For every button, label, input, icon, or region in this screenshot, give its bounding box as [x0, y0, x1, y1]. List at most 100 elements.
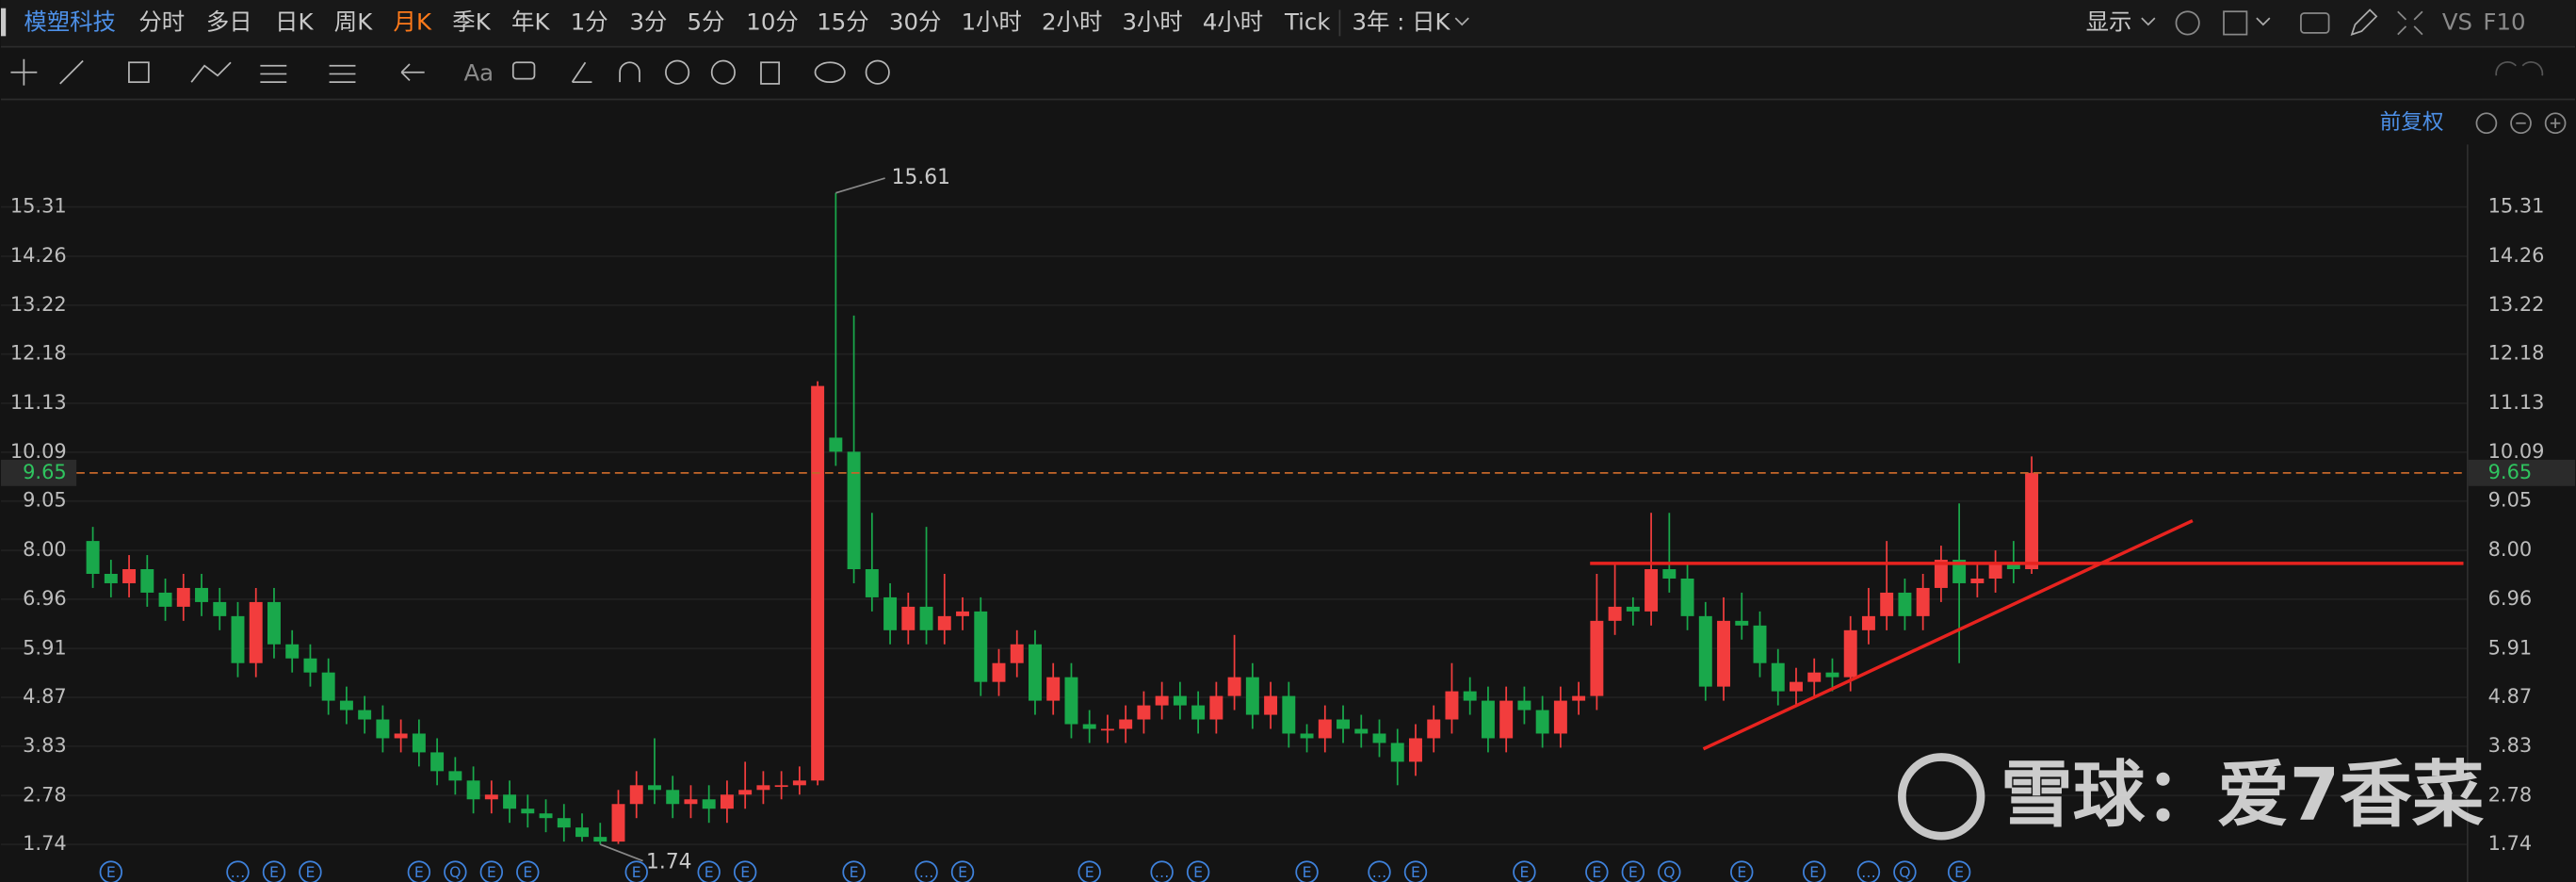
vs-button[interactable]: VS: [2442, 8, 2472, 35]
event-marker[interactable]: [262, 860, 286, 882]
zoom-in[interactable]: [2544, 112, 2567, 135]
period-tab[interactable]: 分时: [138, 8, 185, 35]
event-label[interactable]: Q: [1899, 863, 1910, 881]
event-label[interactable]: E: [106, 863, 116, 881]
event-label[interactable]: E: [1628, 863, 1638, 881]
event-marker[interactable]: [1658, 860, 1681, 882]
event-label[interactable]: E: [1592, 863, 1601, 881]
move-tool[interactable]: [10, 58, 38, 86]
event-marker[interactable]: [697, 860, 721, 882]
event-marker[interactable]: [1150, 860, 1174, 882]
event-marker[interactable]: [479, 860, 504, 882]
stock-name[interactable]: 模塑科技: [24, 8, 116, 35]
period-tab[interactable]: 月K: [394, 8, 432, 35]
event-label[interactable]: E: [850, 863, 859, 881]
event-label[interactable]: E: [1737, 863, 1746, 881]
rect-tool[interactable]: [128, 61, 150, 84]
magnet-tool[interactable]: [619, 61, 640, 83]
note-tool[interactable]: [511, 61, 536, 80]
event-label[interactable]: …: [1861, 863, 1876, 881]
settings-icon[interactable]: [2175, 10, 2200, 36]
period-tab[interactable]: 2小时: [1042, 8, 1102, 35]
event-marker[interactable]: [1730, 860, 1754, 882]
period-tab[interactable]: 季K: [452, 8, 491, 35]
camera-icon[interactable]: [2300, 12, 2330, 34]
period-tab[interactable]: 30分: [889, 8, 941, 35]
range-select[interactable]: 3年 : 日K: [1352, 8, 1450, 35]
period-tab[interactable]: 周K: [334, 8, 373, 35]
layout-icon[interactable]: [2223, 10, 2248, 36]
event-label[interactable]: E: [1303, 863, 1312, 881]
period-tab[interactable]: 日K: [275, 8, 314, 35]
event-label[interactable]: E: [1411, 863, 1420, 881]
fullscreen-icon[interactable]: [2397, 10, 2423, 36]
event-marker[interactable]: [1803, 860, 1826, 882]
event-label[interactable]: E: [958, 863, 967, 881]
period-tab[interactable]: 1小时: [962, 8, 1022, 35]
period-tab[interactable]: 3分: [630, 8, 668, 35]
event-marker[interactable]: [1585, 860, 1609, 882]
event-label[interactable]: E: [487, 863, 496, 881]
period-tab[interactable]: 15分: [817, 8, 868, 35]
event-marker[interactable]: [226, 860, 250, 882]
display-menu[interactable]: 显示: [2086, 8, 2132, 35]
event-marker[interactable]: [1947, 860, 1971, 882]
event-marker[interactable]: [1186, 860, 1210, 882]
line-tool[interactable]: [59, 59, 84, 85]
event-label[interactable]: E: [414, 863, 424, 881]
angle-tool[interactable]: [571, 61, 592, 84]
event-marker[interactable]: [1893, 860, 1917, 882]
event-label[interactable]: E: [523, 863, 532, 881]
event-label[interactable]: E: [1085, 863, 1094, 881]
event-label[interactable]: …: [1372, 863, 1387, 881]
event-label[interactable]: Q: [449, 863, 461, 881]
event-marker[interactable]: [99, 860, 123, 882]
event-marker[interactable]: [842, 860, 866, 882]
event-label[interactable]: E: [740, 863, 750, 881]
channel-tool[interactable]: [260, 64, 287, 84]
period-tab[interactable]: Tick: [1284, 8, 1331, 35]
event-label[interactable]: E: [1519, 863, 1529, 881]
event-marker[interactable]: [1077, 860, 1101, 882]
event-label[interactable]: E: [269, 863, 279, 881]
event-marker[interactable]: [733, 860, 757, 882]
delete-tool[interactable]: [760, 61, 781, 85]
f10-button[interactable]: F10: [2483, 8, 2525, 35]
event-label[interactable]: E: [305, 863, 315, 881]
event-label[interactable]: …: [231, 863, 246, 881]
event-label[interactable]: …: [919, 863, 934, 881]
event-marker[interactable]: [1513, 860, 1536, 882]
event-label[interactable]: Q: [1663, 863, 1675, 881]
event-marker[interactable]: [1856, 860, 1881, 882]
text-tool[interactable]: Aa: [464, 58, 494, 86]
event-label[interactable]: E: [1954, 863, 1964, 881]
event-marker[interactable]: [516, 860, 540, 882]
event-label[interactable]: E: [632, 863, 641, 881]
hide-tool[interactable]: [710, 59, 736, 85]
reset-button[interactable]: [2475, 112, 2498, 135]
period-tab[interactable]: 5分: [688, 8, 725, 35]
period-tab[interactable]: 1分: [571, 8, 608, 35]
period-tab[interactable]: 3小时: [1122, 8, 1182, 35]
tool-settings[interactable]: [865, 59, 890, 85]
lock-tool[interactable]: [665, 59, 690, 85]
event-marker[interactable]: [444, 860, 467, 882]
event-marker[interactable]: [915, 860, 938, 882]
arrow-tool[interactable]: [400, 63, 425, 82]
compare-tool[interactable]: [814, 61, 846, 84]
event-label[interactable]: …: [1155, 863, 1170, 881]
event-label[interactable]: E: [1193, 863, 1203, 881]
adjust-mode[interactable]: 前复权: [2380, 110, 2444, 135]
pen-icon[interactable]: [2350, 8, 2378, 36]
zoom-out[interactable]: [2510, 112, 2532, 135]
event-marker[interactable]: [950, 860, 975, 882]
event-marker[interactable]: [1295, 860, 1319, 882]
event-marker[interactable]: [407, 860, 431, 882]
period-tab[interactable]: 多日: [206, 8, 252, 35]
event-marker[interactable]: [624, 860, 648, 882]
fib-tool[interactable]: [329, 64, 356, 84]
event-label[interactable]: E: [705, 863, 714, 881]
event-marker[interactable]: [1403, 860, 1428, 882]
period-tab[interactable]: 4小时: [1203, 8, 1263, 35]
undo-redo[interactable]: [2495, 61, 2544, 76]
